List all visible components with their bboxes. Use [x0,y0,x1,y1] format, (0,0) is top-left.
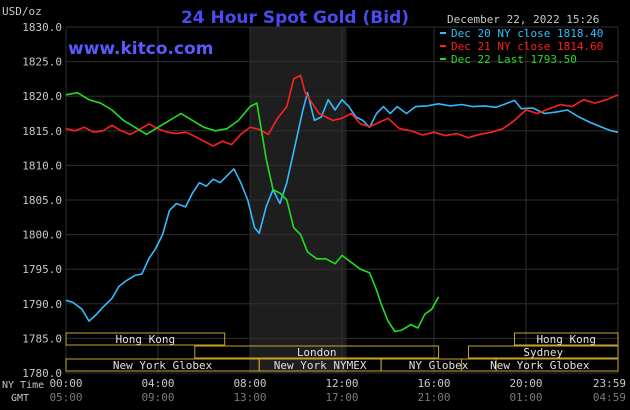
x-tick-ny: 23:59 [593,377,626,390]
session-label: Hong Kong [116,333,176,346]
y-tick-label: 1815.0 [22,125,62,138]
session-bar [380,358,497,372]
gridlines [65,26,619,374]
session-label: NY Globex [409,359,469,372]
y-tick-label: 1830.0 [22,21,62,34]
x-tick-gmt: 05:00 [49,391,82,404]
session-bar [194,345,440,359]
legend-entry: Dec 21 NY close 1814.60 [451,40,603,53]
legend-entry: Dec 22 Last 1793.50 [451,53,577,66]
x-tick-ny: 12:00 [325,377,358,390]
gmt-row-label: GMT [11,393,29,404]
session-label: New York Globex [113,359,213,372]
series-line-2 [65,74,619,147]
legend-entry: Dec 20 NY close 1818.40 [451,27,603,40]
x-tick-ny: 20:00 [509,377,542,390]
y-tick-label: 1820.0 [22,90,62,103]
session-label: New York Globex [490,359,590,372]
session-bar [65,332,226,346]
y-tick-label: 1790.0 [22,298,62,311]
x-tick-gmt: 04:59 [593,391,626,404]
x-tick-gmt: 09:00 [141,391,174,404]
watermark: www.kitco.com [68,39,213,59]
trading-sessions: Hong Kong London New York Globex New York N… [65,332,619,372]
session-label: London [297,346,337,359]
session-label: Hong Kong [536,333,596,346]
x-tick-ny: 08:00 [233,377,266,390]
y-axis: 1830.0 1825.0 1820.0 1815.0 1810.0 1805.0 1800… [22,21,62,380]
y-tick-label: 1785.0 [22,332,62,345]
y-tick-label: 1825.0 [22,56,62,69]
y-unit-label: USD/oz [2,5,42,18]
ny-time-row-label: NY Time [2,380,44,391]
y-tick-label: 1800.0 [22,229,62,242]
session-bar [461,358,619,372]
series-lines [65,74,619,333]
y-tick-label: 1795.0 [22,263,62,276]
x-tick-ny: 16:00 [417,377,450,390]
x-tick-ny: 04:00 [141,377,174,390]
x-tick-gmt: 21:00 [417,391,450,404]
x-tick-gmt: 01:00 [509,391,542,404]
session-label: Sydney [523,346,563,359]
y-tick-label: 1810.0 [22,159,62,172]
session-bar [468,345,619,359]
y-tick-label: 1780.0 [22,367,62,380]
chart-title: 24 Hour Spot Gold (Bid) [181,8,409,28]
x-tick-gmt: 17:00 [325,391,358,404]
session-label: New York NYMEX [274,359,367,372]
series-line-1 [65,91,619,322]
series-line-3 [65,91,440,333]
x-tick-ny: 00:00 [49,377,82,390]
timestamp: December 22, 2022 15:26 [447,13,599,26]
session-bar [514,332,619,346]
y-tick-label: 1805.0 [22,194,62,207]
x-tick-gmt: 13:00 [233,391,266,404]
